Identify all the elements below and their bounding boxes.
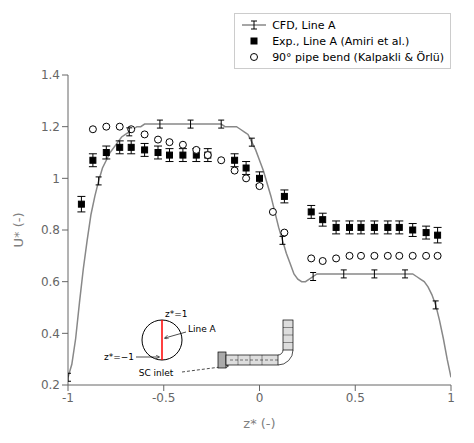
svg-text:Line A: Line A [188, 324, 217, 334]
svg-text:1: 1 [447, 391, 455, 405]
svg-text:z* (-): z* (-) [243, 416, 275, 431]
svg-text:0.5: 0.5 [346, 391, 365, 405]
svg-text:-0.5: -0.5 [152, 391, 175, 405]
svg-text:1: 1 [52, 172, 60, 186]
svg-text:U* (-): U* (-) [11, 213, 26, 248]
html-text:CFD, Line A: CFD, Line A [272, 18, 336, 32]
svg-text:SC inlet: SC inlet [139, 368, 174, 378]
svg-text:z*=−1: z*=−1 [104, 352, 134, 362]
svg-text:0.8: 0.8 [41, 223, 60, 237]
svg-text:-1: -1 [62, 391, 74, 405]
svg-text:1.2: 1.2 [41, 120, 60, 134]
svg-text:1.4: 1.4 [41, 68, 60, 82]
svg-text:0.6: 0.6 [41, 275, 60, 289]
svg-text:0.4: 0.4 [41, 327, 60, 341]
html-text:Exp., Line A (Amiri et al.): Exp., Line A (Amiri et al.) [272, 34, 410, 48]
svg-text:z*=1: z*=1 [165, 309, 188, 319]
html-text:90° pipe bend (Kalpakli & Örlü: 90° pipe bend (Kalpakli & Örlü) [272, 50, 444, 64]
svg-text:0: 0 [256, 391, 264, 405]
svg-text:0.2: 0.2 [41, 378, 60, 392]
